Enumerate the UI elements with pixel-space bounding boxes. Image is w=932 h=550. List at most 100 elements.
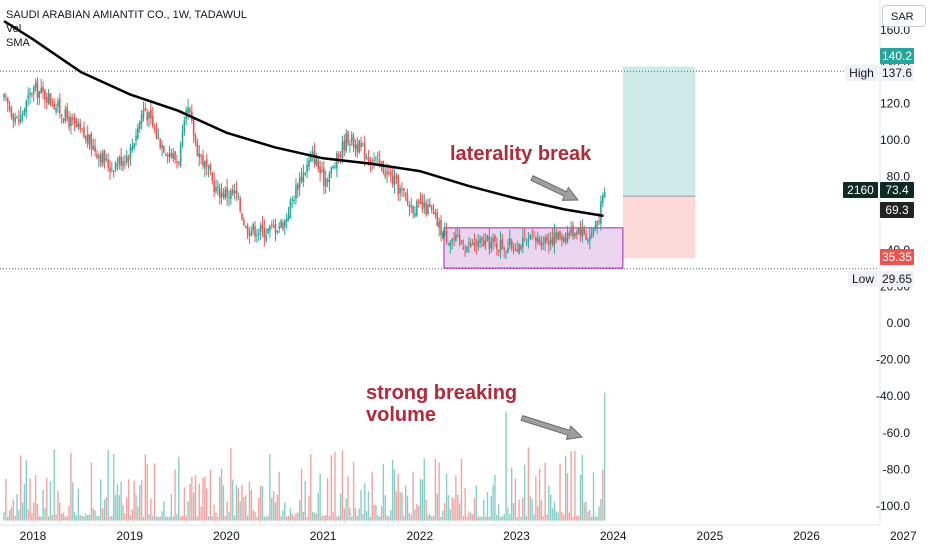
candle-body-78 bbox=[148, 112, 150, 119]
candle-body-239 bbox=[447, 243, 450, 245]
volume-bar-204 bbox=[382, 463, 385, 521]
candle-body-120 bbox=[226, 187, 228, 197]
candle-body-149 bbox=[280, 220, 282, 228]
volume-bar-224 bbox=[419, 478, 422, 521]
volume-bar-19 bbox=[38, 516, 41, 521]
sma-line bbox=[3, 20, 604, 218]
candle-body-165 bbox=[310, 155, 312, 162]
volume-bar-199 bbox=[373, 504, 375, 521]
candle-body-19 bbox=[38, 91, 41, 99]
candle-body-102 bbox=[192, 119, 195, 137]
candle-body-315 bbox=[588, 236, 591, 242]
volume-bar-142 bbox=[267, 515, 269, 521]
volume-bar-243 bbox=[455, 475, 457, 521]
volume-bar-143 bbox=[269, 454, 271, 521]
volume-bar-185 bbox=[347, 475, 349, 521]
volume-bar-264 bbox=[494, 474, 496, 521]
candle-body-234 bbox=[438, 221, 440, 228]
volume-bar-254 bbox=[475, 485, 478, 521]
volume-bar-55 bbox=[105, 497, 107, 521]
volume-bar-212 bbox=[397, 473, 399, 521]
candle-body-145 bbox=[272, 225, 275, 228]
candle-body-280 bbox=[523, 236, 526, 238]
volume-bar-70 bbox=[133, 481, 135, 521]
candle-body-14 bbox=[29, 92, 31, 95]
volume-bar-120 bbox=[226, 501, 228, 521]
candle-body-124 bbox=[233, 190, 236, 194]
high-low-lines bbox=[0, 70, 878, 270]
volume-bar-289 bbox=[540, 500, 543, 521]
volume-bar-294 bbox=[550, 494, 552, 521]
volume-bar-201 bbox=[377, 515, 379, 521]
volume-bar-103 bbox=[194, 475, 197, 521]
volume-bar-215 bbox=[403, 515, 405, 521]
volume-bar-161 bbox=[302, 511, 305, 521]
price-tick-0.00: 0.00 bbox=[887, 316, 911, 330]
volume-bar-54 bbox=[103, 499, 106, 521]
price-tick--60.0: -60.0 bbox=[883, 426, 911, 440]
candle-body-307 bbox=[574, 232, 576, 237]
badge-high-bg bbox=[880, 65, 914, 81]
candle-body-248 bbox=[464, 251, 466, 253]
volume-bar-34 bbox=[66, 516, 68, 521]
chart-legend: SAUDI ARABIAN AMIANTIT CO., 1W, TADAWUL … bbox=[6, 8, 247, 50]
candle-body-242 bbox=[453, 238, 455, 240]
candle-body-196 bbox=[367, 157, 370, 161]
candle-body-161 bbox=[302, 171, 305, 183]
candle-body-208 bbox=[389, 171, 392, 176]
volume-bar-21 bbox=[42, 489, 44, 521]
badge-low: 29.65 bbox=[882, 272, 912, 286]
candle-body-264 bbox=[494, 235, 496, 242]
candle-body-159 bbox=[298, 177, 301, 188]
badge-low-label: Low bbox=[852, 272, 874, 286]
candle-body-163 bbox=[306, 164, 308, 173]
volume-bar-3 bbox=[8, 510, 11, 521]
long-position-tool[interactable] bbox=[622, 66, 696, 259]
volume-bar-15 bbox=[31, 512, 33, 521]
price-badges: 140.2 High 137.6 2160 73.4 69.3 35.35 Low 29.65 bbox=[843, 48, 914, 287]
candle-body-68 bbox=[129, 147, 132, 159]
candle-body-298 bbox=[557, 231, 559, 241]
volume-bar-276 bbox=[516, 516, 518, 521]
candle-body-257 bbox=[481, 236, 483, 241]
candle-body-209 bbox=[391, 175, 394, 185]
volume-bar-130 bbox=[245, 495, 247, 521]
candle-body-122 bbox=[230, 190, 232, 199]
volume-bar-286 bbox=[535, 476, 537, 521]
currency-selector[interactable]: SAR bbox=[882, 5, 926, 27]
candle-body-132 bbox=[248, 234, 251, 236]
candle-body-144 bbox=[270, 224, 273, 226]
candle-body-156 bbox=[293, 199, 295, 202]
candle-body-121 bbox=[228, 196, 230, 198]
candle-body-4 bbox=[10, 108, 13, 117]
volume-bar-308 bbox=[576, 515, 578, 521]
candle-body-76 bbox=[144, 107, 147, 111]
volume-bar-257 bbox=[481, 516, 483, 521]
volume-bar-269 bbox=[503, 514, 505, 521]
volume-bar-169 bbox=[317, 492, 319, 521]
candle-body-319 bbox=[596, 221, 599, 227]
volume-bar-222 bbox=[416, 504, 418, 521]
candle-body-288 bbox=[538, 239, 541, 243]
candle-body-107 bbox=[202, 155, 204, 166]
candle-body-256 bbox=[479, 238, 481, 243]
volume-bar-31 bbox=[60, 514, 63, 521]
candle-body-303 bbox=[566, 232, 569, 243]
volume-bar-155 bbox=[291, 513, 293, 521]
annotation-strong-volume-line1: strong breaking bbox=[366, 382, 518, 404]
volume-bar-186 bbox=[349, 507, 351, 521]
volume-bar-89 bbox=[168, 516, 171, 521]
candle-body-262 bbox=[490, 242, 493, 249]
volume-bar-25 bbox=[49, 481, 52, 521]
annotation-arrows bbox=[520, 175, 584, 441]
volume-bar-226 bbox=[423, 458, 425, 521]
time-tick-2022: 2022 bbox=[406, 529, 433, 543]
candle-body-281 bbox=[525, 238, 528, 240]
candle-body-237 bbox=[443, 231, 446, 235]
candle-body-211 bbox=[395, 174, 398, 179]
candle-body-158 bbox=[297, 184, 299, 191]
candle-body-56 bbox=[107, 159, 109, 168]
candle-body-224 bbox=[419, 200, 422, 205]
volume-bar-82 bbox=[155, 516, 158, 521]
